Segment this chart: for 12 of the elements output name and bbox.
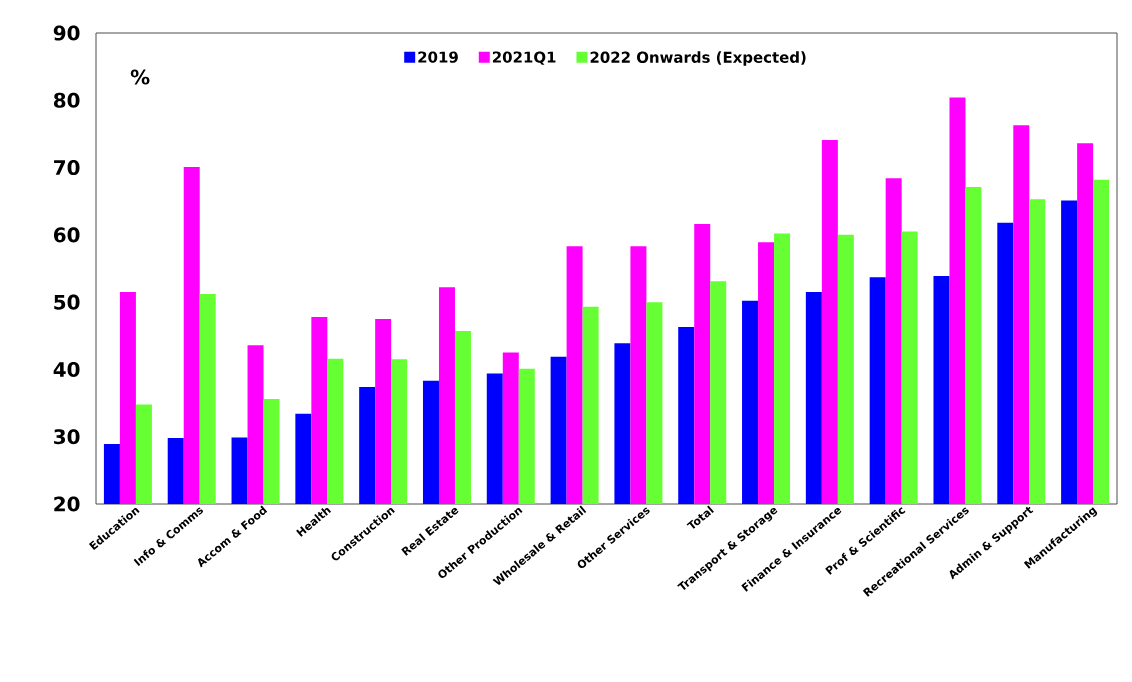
y-tick-label: 20 <box>54 496 80 512</box>
legend-label: 2019 <box>418 51 458 63</box>
y-tick-label: 30 <box>54 429 80 445</box>
y-tick-label: 60 <box>53 227 80 243</box>
legend-label: 2021Q1 <box>492 51 556 65</box>
y-tick-label: 50 <box>54 294 80 310</box>
y-tick-label: 40 <box>53 361 80 377</box>
y-tick-label: 70 <box>54 160 80 176</box>
y-tick-label: 80 <box>53 92 80 108</box>
y-tick-label: 90 <box>53 25 80 41</box>
y-axis-title: % <box>130 69 150 85</box>
legend-label: 2022 Onwards (Expected) <box>590 51 806 66</box>
